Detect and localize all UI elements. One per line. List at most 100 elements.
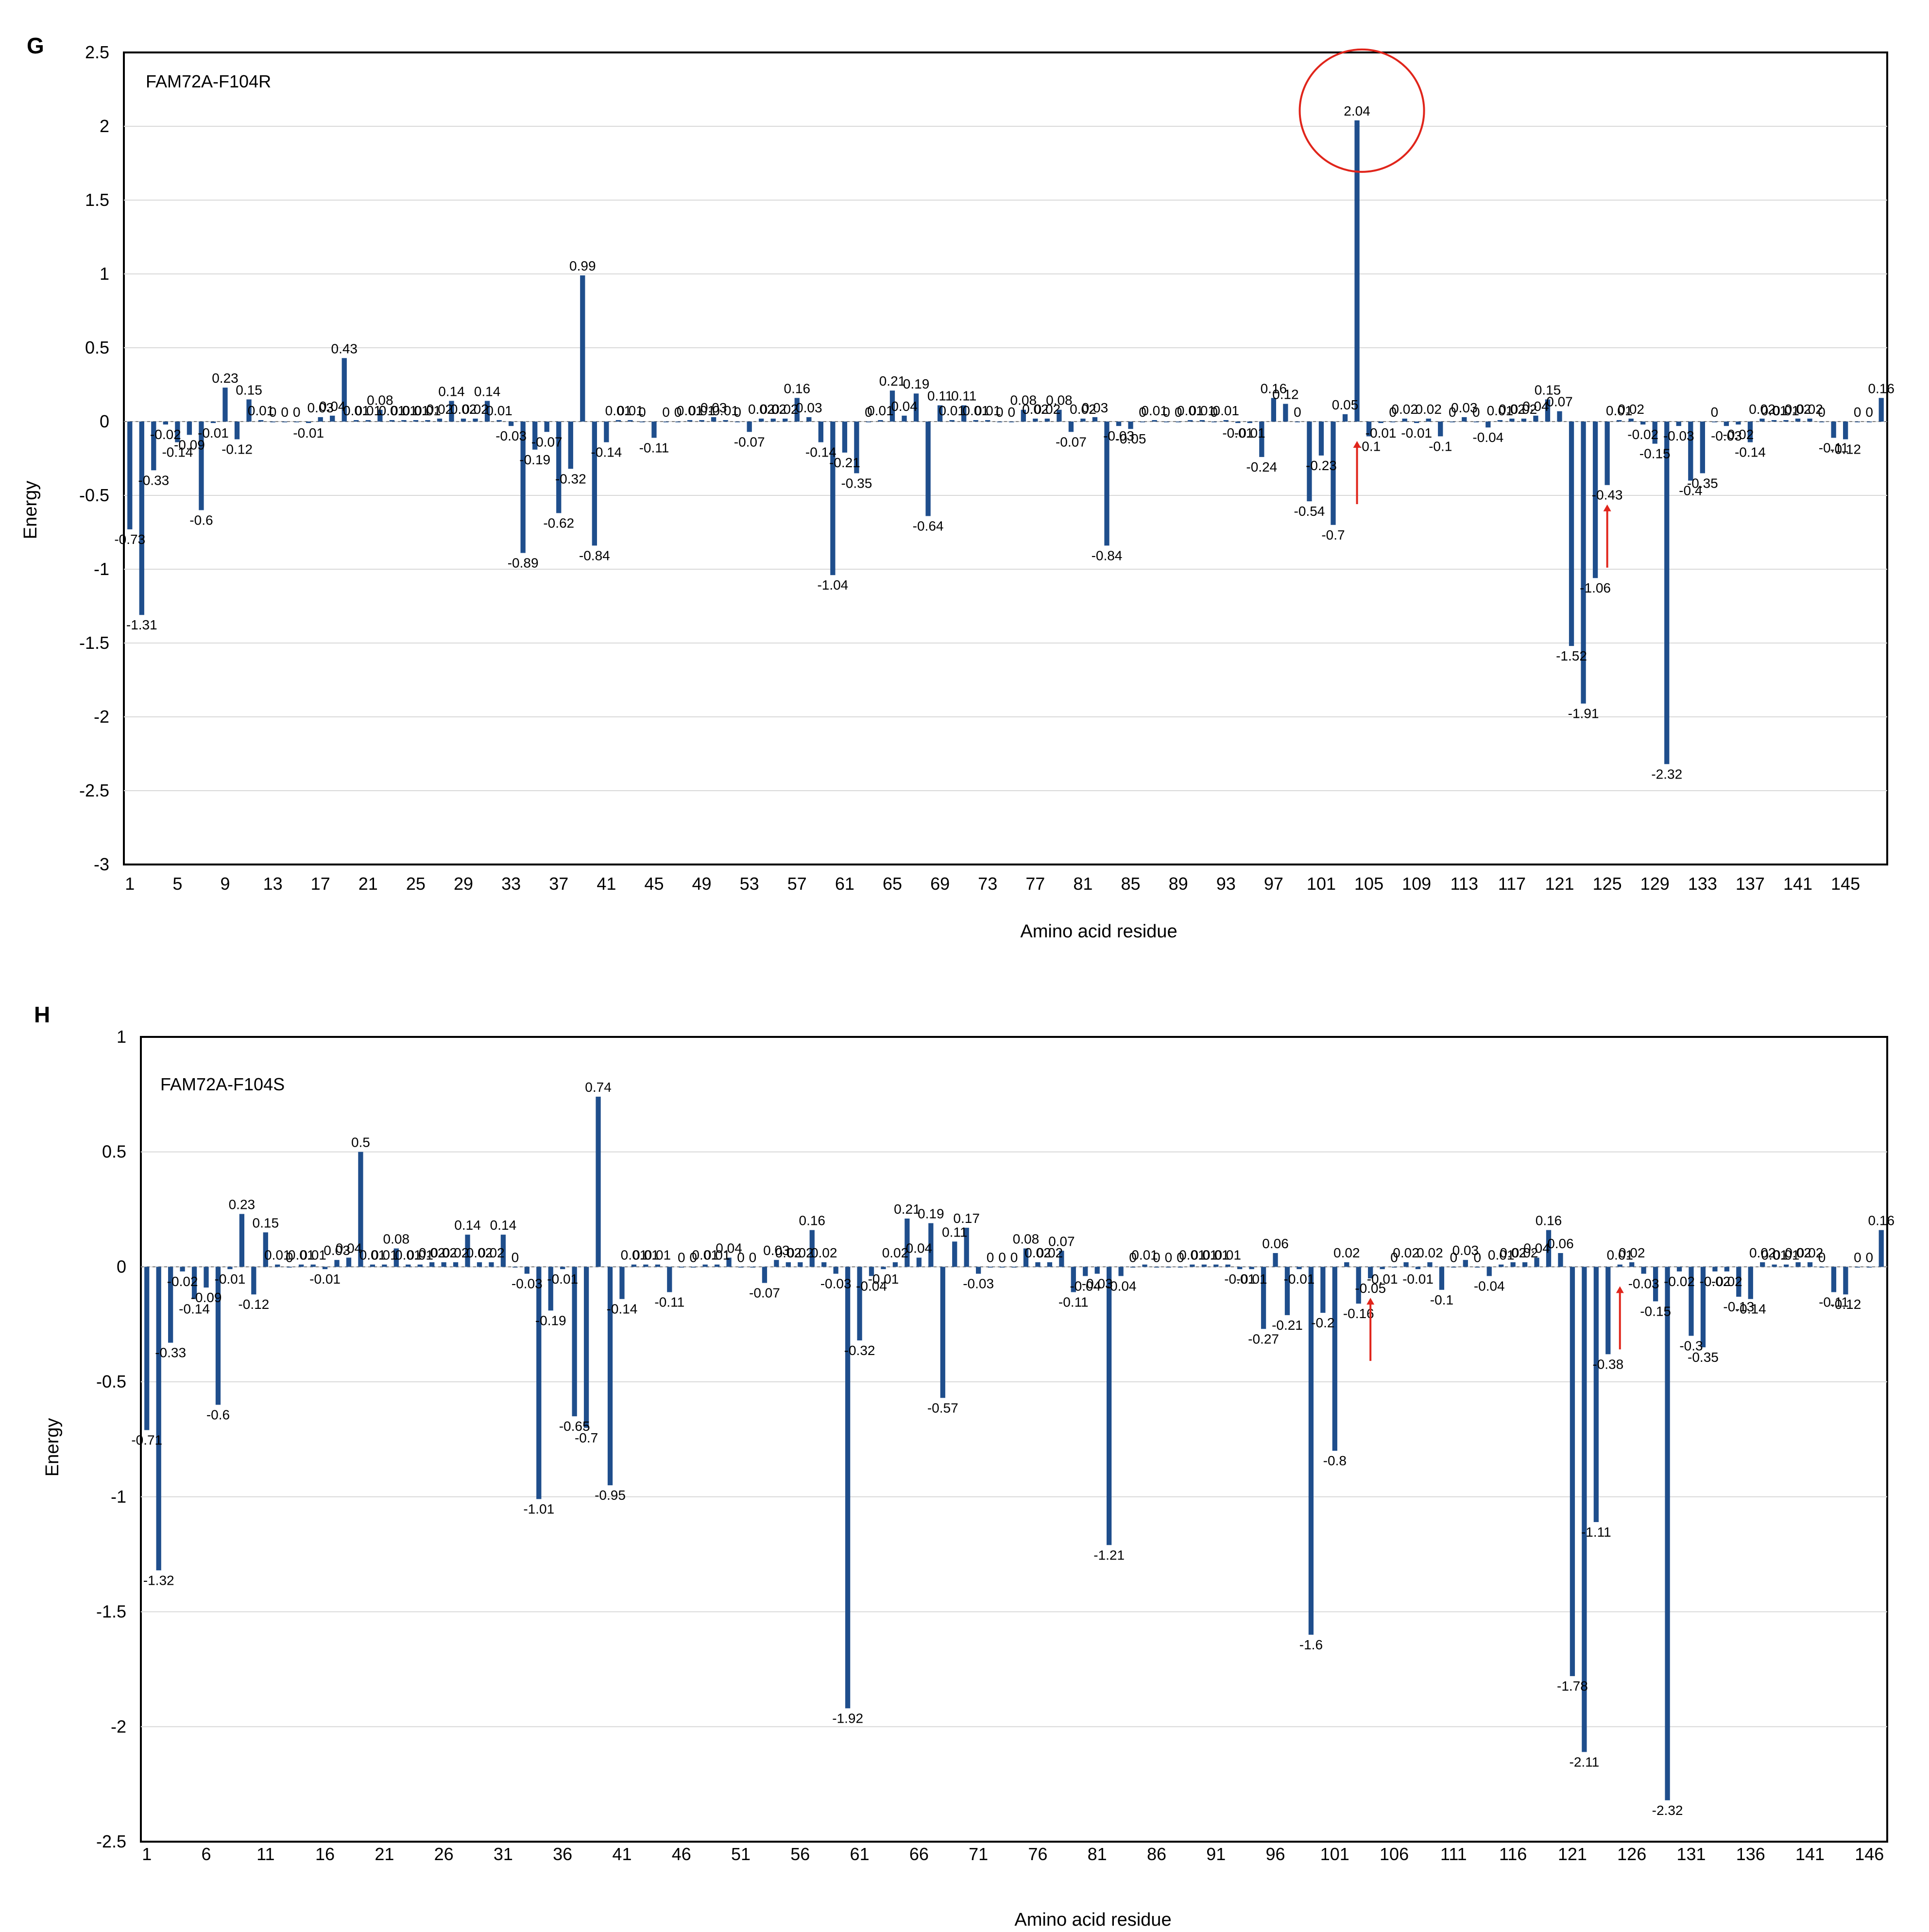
data-label: -0.01: [1401, 425, 1432, 441]
data-label: 0.01: [677, 403, 703, 418]
bar: [596, 1097, 601, 1267]
bar: [572, 1267, 577, 1417]
x-tick-label: 69: [930, 874, 950, 894]
data-label: -0.01: [1402, 1271, 1434, 1287]
bar: [1843, 422, 1848, 440]
data-label: 0: [1865, 405, 1873, 420]
data-label: -0.43: [1592, 488, 1623, 503]
data-label: -0.01: [1222, 425, 1253, 441]
bar: [1213, 1264, 1219, 1267]
bar: [1080, 418, 1086, 422]
bar: [1570, 1267, 1575, 1677]
bar: [1700, 422, 1705, 474]
data-label: -1.78: [1557, 1678, 1588, 1694]
bar: [961, 405, 967, 422]
bar: [975, 1267, 981, 1274]
x-ticks: 1 5 9 13 17 21 25 29 33 37 41 45 49 53 57 61 65 69 73 77 81 8…: [125, 874, 1860, 894]
bar: [548, 1267, 553, 1311]
data-label: 0: [996, 405, 1004, 420]
bar: [489, 1262, 494, 1267]
data-label: -0.01: [1234, 425, 1265, 441]
bar: [310, 1264, 316, 1267]
bar: [592, 422, 597, 546]
bar: [306, 422, 311, 424]
x-tick-label: 17: [311, 874, 330, 894]
bar: [377, 409, 383, 422]
bar: [1712, 422, 1717, 423]
bar: [1533, 415, 1538, 422]
data-label: 0.01: [1214, 1248, 1241, 1263]
bar: [282, 422, 288, 423]
x-tick-label: 81: [1088, 1844, 1107, 1864]
bar: [711, 417, 717, 422]
bar: [1068, 422, 1074, 432]
bar: [199, 422, 204, 510]
data-label: 0.01: [343, 403, 370, 418]
panel-letter: H: [34, 1002, 50, 1027]
x-tick-label: 51: [731, 1844, 751, 1864]
data-label: -0.1: [1429, 439, 1452, 454]
bar: [750, 1267, 755, 1268]
arrow-head: [1366, 1298, 1375, 1305]
bar: [341, 358, 347, 422]
data-label: 0.03: [307, 400, 334, 415]
data-label: -0.1: [1430, 1292, 1453, 1307]
data-label: 0.03: [700, 400, 727, 415]
y-tick-label: 2.5: [85, 42, 109, 62]
x-tick-label: 146: [1855, 1844, 1884, 1864]
data-label: 0.02: [1415, 402, 1442, 417]
bar: [484, 401, 490, 422]
x-tick-label: 37: [549, 874, 568, 894]
data-label: 0.02: [748, 402, 775, 417]
bar: [687, 420, 693, 422]
data-label: 0.02: [1034, 402, 1061, 417]
bar: [798, 1262, 803, 1267]
data-label: 0: [1390, 1250, 1398, 1265]
data-label: 0.01: [688, 403, 715, 418]
bar: [508, 422, 514, 426]
bar: [1035, 1262, 1041, 1267]
data-label: 0.06: [1547, 1236, 1574, 1251]
x-tick-label: 96: [1266, 1844, 1285, 1864]
bar: [928, 1223, 934, 1267]
bar: [1831, 422, 1836, 438]
data-label: 0: [1711, 405, 1719, 420]
x-tick-label: 117: [1498, 874, 1526, 894]
data-label: 0: [1473, 1250, 1481, 1265]
data-label: -0.64: [913, 519, 944, 534]
data-label: -0.21: [1272, 1318, 1303, 1333]
arrow-head: [1603, 504, 1611, 511]
data-label: 0: [689, 1250, 697, 1265]
data-label: 0: [1818, 405, 1826, 420]
bar: [667, 1267, 672, 1292]
x-tick-label: 77: [1025, 874, 1045, 894]
bar: [334, 1260, 340, 1267]
bar: [1510, 1262, 1516, 1267]
y-tick-label: 1: [117, 1027, 126, 1047]
data-label: 0.14: [474, 384, 501, 399]
data-label: -0.04: [1070, 1278, 1101, 1293]
bar: [1332, 1267, 1337, 1451]
x-tick-label: 9: [220, 874, 230, 894]
data-label: 0.74: [585, 1080, 612, 1095]
data-label: 0: [1854, 405, 1861, 420]
data-label: -1.06: [1580, 580, 1611, 595]
data-label: 0.04: [1523, 1240, 1550, 1255]
data-label: 0: [1153, 1250, 1161, 1265]
bar: [747, 422, 752, 432]
bar: [1652, 422, 1657, 444]
data-label: 0: [638, 405, 646, 420]
y-ticks: 2.5 2 1.5 1 0.5 0 -0.5 -1 -1.5 -2 -2.5 -3: [79, 42, 109, 874]
bar: [1308, 1267, 1314, 1635]
bar: [1033, 418, 1038, 422]
data-label: 0.01: [1141, 403, 1168, 418]
bar: [1271, 398, 1277, 422]
x-tick-label: 141: [1795, 1844, 1825, 1864]
x-tick-label: 66: [909, 1844, 929, 1864]
bar: [393, 1248, 399, 1267]
bar: [1771, 420, 1777, 422]
bar: [1795, 1262, 1801, 1267]
data-label: 0: [286, 1250, 293, 1265]
bar: [889, 390, 895, 422]
bar: [1237, 1267, 1243, 1270]
